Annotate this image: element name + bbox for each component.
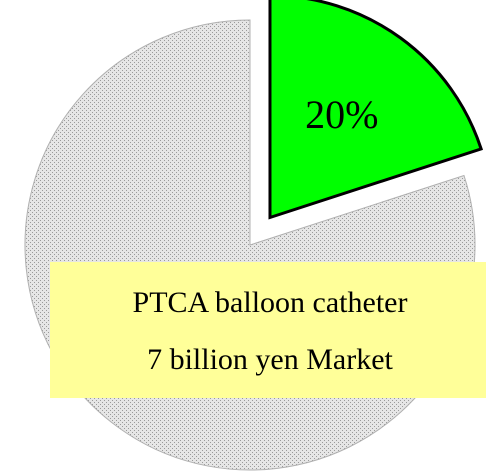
pie	[24, 0, 484, 471]
annotation-box	[50, 262, 486, 398]
pie-slice	[268, 0, 484, 220]
data-label: 20%	[305, 92, 378, 137]
annotation: PTCA balloon catheter	[133, 286, 408, 319]
annotation: 7 billion yen Market	[147, 343, 393, 376]
